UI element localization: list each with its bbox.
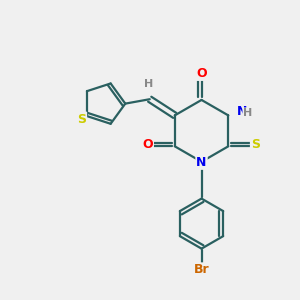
Text: N: N bbox=[236, 105, 247, 119]
Text: H: H bbox=[144, 79, 153, 89]
Text: S: S bbox=[77, 112, 86, 125]
Text: Br: Br bbox=[194, 263, 209, 276]
Text: N: N bbox=[196, 156, 207, 169]
Text: H: H bbox=[243, 108, 252, 118]
Text: O: O bbox=[196, 67, 207, 80]
Text: O: O bbox=[142, 138, 153, 151]
Text: S: S bbox=[251, 138, 260, 151]
